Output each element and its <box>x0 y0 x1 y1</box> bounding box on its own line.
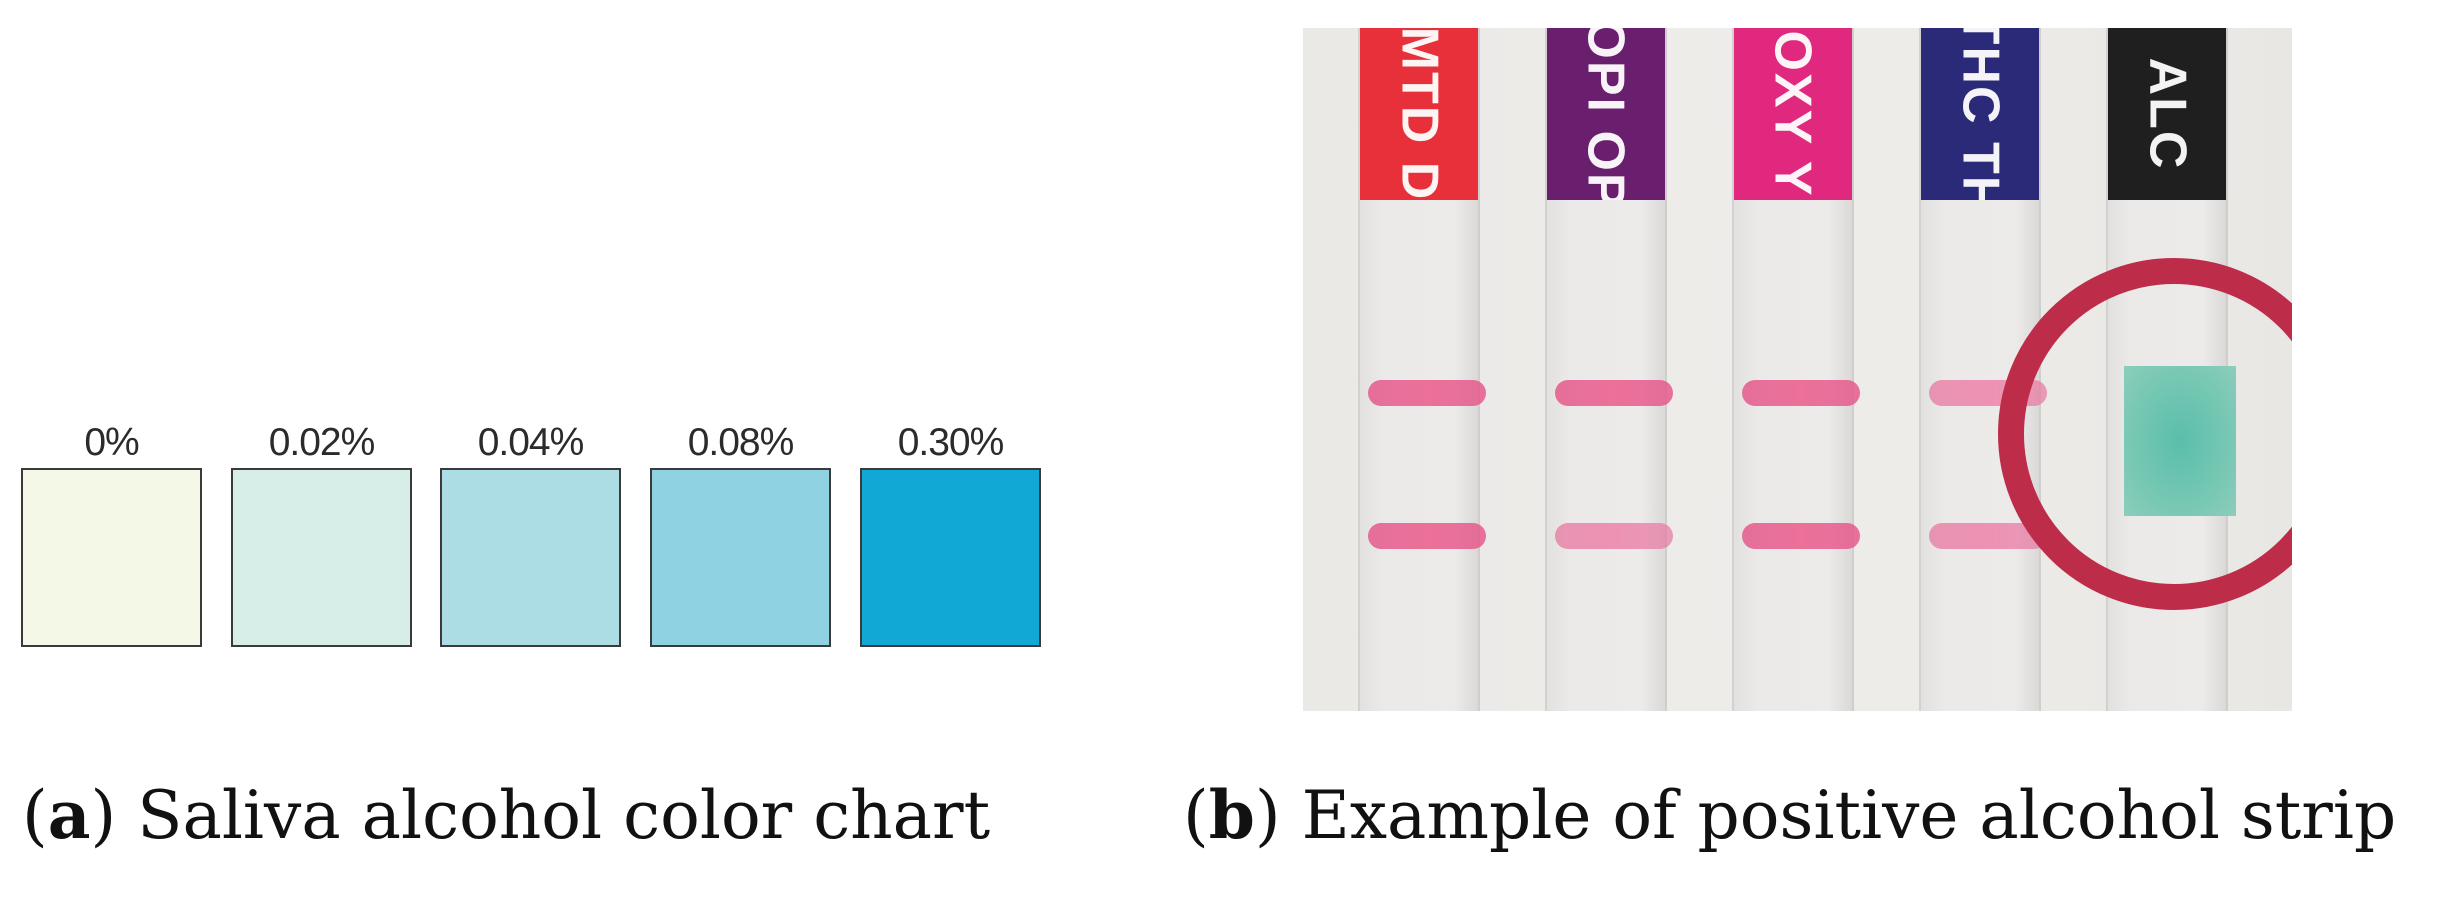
highlight-circle <box>1998 258 2292 610</box>
caption-a: (a) Saliva alcohol color chart <box>22 776 991 854</box>
test-line <box>1555 523 1673 549</box>
swatch-label: 0.04% <box>477 421 585 464</box>
caption-letter: a <box>47 776 91 854</box>
control-line <box>1368 380 1486 406</box>
strip-label: OXY Y <box>1764 30 1823 198</box>
swatch-label: 0.30% <box>897 421 1005 464</box>
strip-label: THC TH <box>1951 28 2010 200</box>
color-swatch <box>21 468 202 647</box>
swatch-label: 0% <box>84 421 139 464</box>
test-strip: OXY Y <box>1732 28 1860 711</box>
caption-letter: b <box>1208 776 1255 854</box>
control-line <box>1555 380 1673 406</box>
color-swatch <box>860 468 1041 647</box>
swatch-3: 0.08% <box>650 420 831 647</box>
test-strip: OPI OP <box>1545 28 1673 711</box>
alcohol-color-chart: 0% 0.02% 0.04% 0.08% 0.30% <box>0 0 1060 700</box>
swatch-label: 0.02% <box>268 421 376 464</box>
swatch-0: 0% <box>21 420 202 647</box>
caption-text: Example of positive alcohol strip <box>1301 777 2397 854</box>
swatch-label: 0.08% <box>687 421 795 464</box>
control-line <box>1742 380 1860 406</box>
test-line <box>1368 523 1486 549</box>
color-swatch <box>650 468 831 647</box>
swatch-2: 0.04% <box>440 420 621 647</box>
strip-label: ALC <box>2138 57 2196 171</box>
caption-text: Saliva alcohol color chart <box>137 777 991 854</box>
test-strip-photo: MTD D OPI OP OXY Y THC TH ALC <box>1303 28 2292 711</box>
strip-label-band: THC TH <box>1921 28 2039 200</box>
strip-label-band: MTD D <box>1360 28 1478 200</box>
color-swatch <box>231 468 412 647</box>
swatch-4: 0.30% <box>860 420 1041 647</box>
strip-label-band: OXY Y <box>1734 28 1852 200</box>
strip-label: OPI OP <box>1577 28 1635 200</box>
test-line <box>1742 523 1860 549</box>
swatch-1: 0.02% <box>231 420 412 647</box>
color-swatch <box>440 468 621 647</box>
strip-label-band: OPI OP <box>1547 28 1665 200</box>
test-strip: MTD D <box>1358 28 1486 711</box>
caption-b: (b) Example of positive alcohol strip <box>1183 776 2397 854</box>
strip-label-band: ALC <box>2108 28 2226 200</box>
strip-label: MTD D <box>1390 28 1449 200</box>
